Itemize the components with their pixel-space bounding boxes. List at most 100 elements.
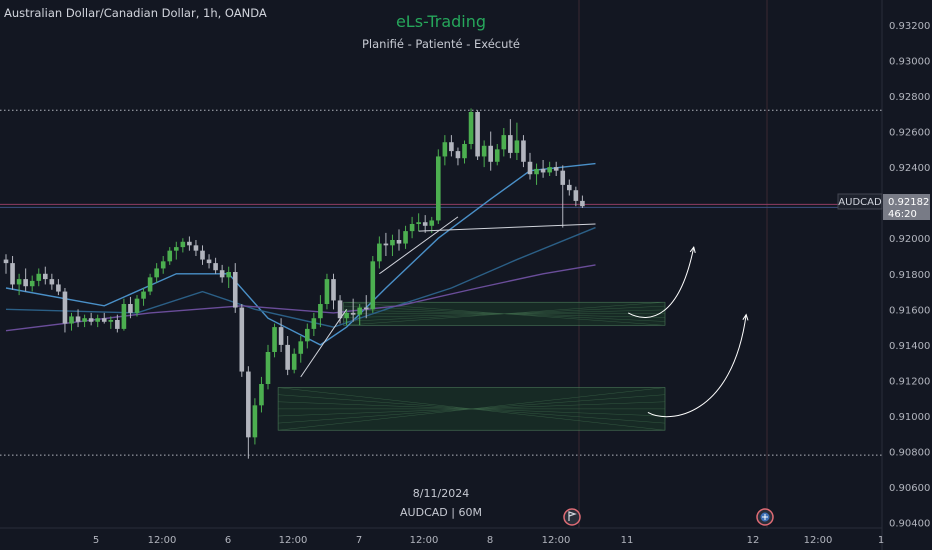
time-tick-label: 12:00 [410,535,439,546]
price-scale[interactable]: 0.932000.930000.928000.926000.924000.922… [889,21,930,530]
candle-body [442,142,448,157]
candle-body [82,318,87,322]
candle [187,236,192,251]
candle [560,165,566,228]
candle-body [200,250,205,260]
candle [344,309,349,326]
candle [521,135,526,168]
candle [206,254,212,269]
candle-body [560,170,566,185]
candle-body [409,224,415,232]
candle [475,110,480,160]
candle [167,247,173,265]
candle [193,240,199,256]
candle-body [318,304,323,319]
economic-calendar-icon[interactable] [756,508,774,526]
time-tick-label: 12:00 [804,535,833,546]
candle [115,314,120,333]
candle [278,318,284,352]
event-flag-icon[interactable] [563,508,581,526]
price-tick-label: 0.93200 [889,21,930,32]
candle-body [514,140,520,153]
candle [134,295,140,317]
candle-body [115,320,120,329]
candle-body [547,167,552,173]
candle-body [252,405,258,438]
candle-body [363,307,369,310]
candle [449,135,454,157]
time-tick-label: 1 [878,535,884,546]
candle [259,376,264,413]
candle [501,128,507,157]
trendline [379,216,459,275]
candle [363,295,369,319]
candle [377,236,382,269]
candle-body [36,273,42,281]
candle [350,298,356,322]
candle [298,336,304,363]
candle-body [534,168,539,175]
candle-body [278,327,284,345]
candle-body [147,277,153,292]
candle [396,229,402,251]
price-label[interactable]: AUDCAD 0.92182 46:20 [837,193,930,220]
candle [154,263,159,283]
candle [573,186,579,207]
candle [69,312,74,331]
watermark-symbol: AUDCAD | 60M [400,506,482,519]
candle-body [10,263,15,285]
candle-body [337,300,343,319]
candle [121,298,127,331]
candle-body [298,341,304,354]
candle-body [226,272,231,278]
candle-body [527,161,533,175]
candle [291,348,297,374]
candle-body [436,156,441,221]
candle-body [383,243,389,246]
candle [43,266,48,285]
candle [311,312,317,336]
time-tick-label: 5 [93,535,99,546]
price-label-countdown: 46:20 [888,209,917,220]
time-axis[interactable]: 5 12:00 6 12:00 7 12:00 8 12:00 11 12 12:00 1 [93,535,884,546]
candle [141,288,146,306]
candle [527,152,533,180]
candle [232,263,238,313]
candle [481,140,487,168]
candle-body [331,279,336,301]
candle [455,147,461,166]
candle-body [101,318,107,322]
candle-body [291,353,297,370]
candle [442,135,448,166]
candle-body [350,312,356,315]
zone-hatch [343,301,666,326]
projection-arrow-head [742,313,749,321]
candle-body [422,222,428,226]
projection-arrow [628,247,695,318]
price-tick-label: 0.91200 [889,376,930,387]
candle [200,245,205,265]
candle [331,273,336,310]
candle [252,398,258,445]
moving-average-fast [5,162,596,346]
price-label-symbol-box [837,193,883,210]
candle [508,119,513,159]
candle-body [160,261,166,269]
price-tick-label: 0.91800 [889,270,930,281]
price-tick-label: 0.91000 [889,412,930,423]
candle-body [167,250,173,262]
candle-body [88,318,94,322]
candle-body [219,270,225,278]
candle [180,238,186,253]
candle-body [416,222,421,224]
candle [409,216,415,239]
candle-body [134,298,140,313]
candle [324,273,330,310]
candle-body [396,240,402,244]
candle [436,149,441,224]
candle-body [174,247,179,251]
candle-body [390,240,395,246]
candle-body [154,268,159,278]
